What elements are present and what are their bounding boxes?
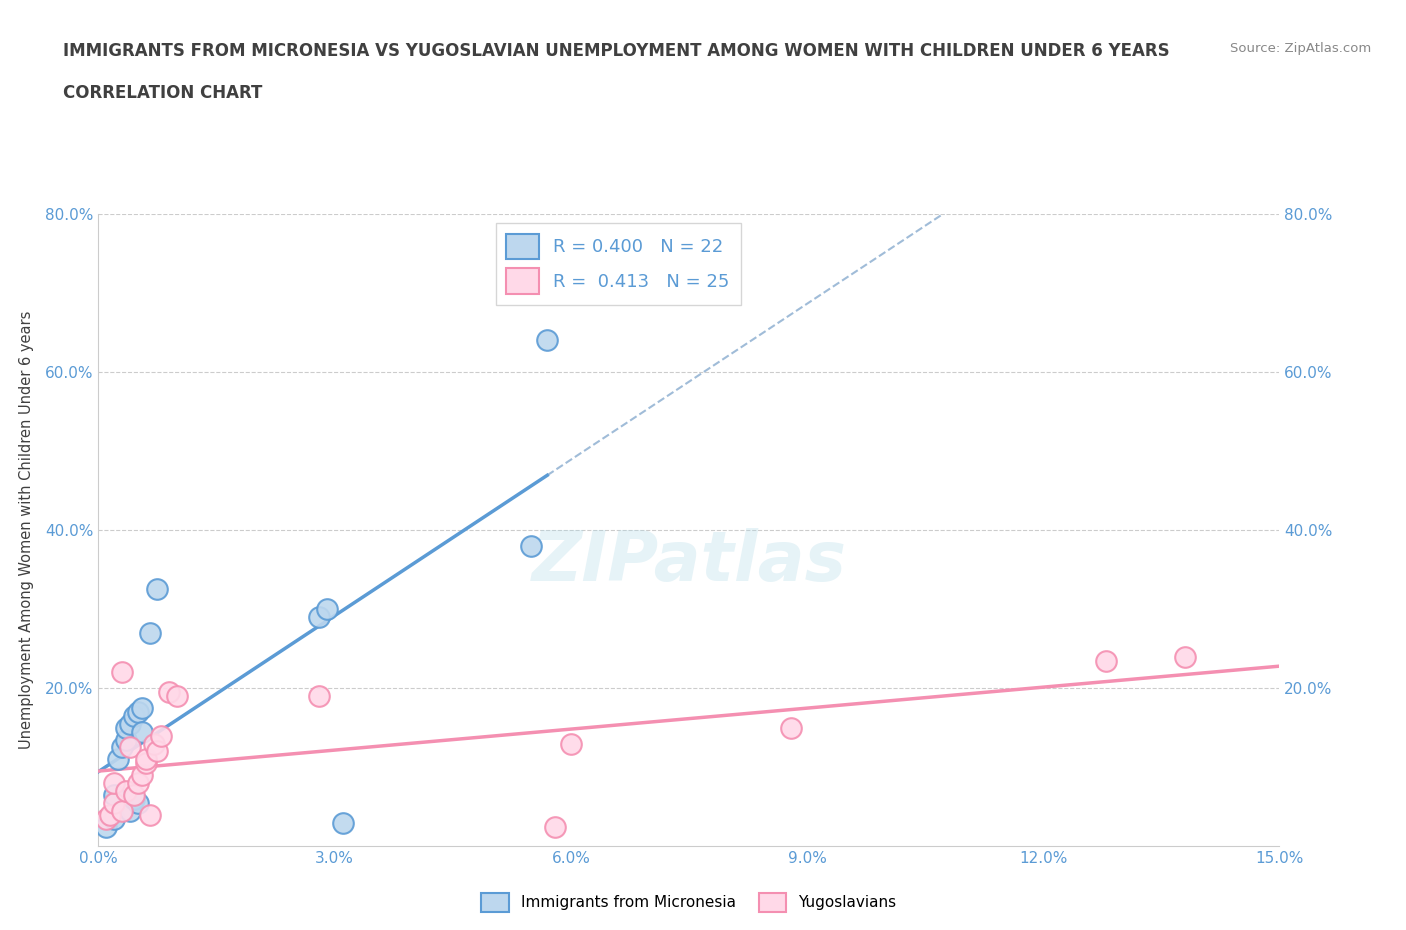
Legend: R = 0.400   N = 22, R =  0.413   N = 25: R = 0.400 N = 22, R = 0.413 N = 25 [495,223,741,305]
Point [127,705,149,720]
Point [157,684,180,699]
Point [308,610,330,625]
Point [107,751,129,766]
Point [536,333,558,348]
Point [122,709,145,724]
Point [115,732,138,747]
Point [135,756,157,771]
Point [118,804,141,818]
Point [103,776,125,790]
Point [146,744,169,759]
Point [115,720,138,735]
Point [131,724,153,739]
Point [118,740,141,755]
Point [115,783,138,798]
Point [103,811,125,826]
Point [1174,649,1197,664]
Point [122,788,145,803]
Point [135,751,157,766]
Point [308,688,330,704]
Point [127,776,149,790]
Point [560,737,582,751]
Point [146,582,169,597]
Legend: Immigrants from Micronesia, Yugoslavians: Immigrants from Micronesia, Yugoslavians [475,887,903,918]
Point [118,716,141,731]
Point [111,740,134,755]
Point [111,804,134,818]
Point [131,768,153,783]
Point [103,795,125,810]
Point [315,602,337,617]
Text: Source: ZipAtlas.com: Source: ZipAtlas.com [1230,42,1371,55]
Point [103,788,125,803]
Text: ZIPatlas: ZIPatlas [531,528,846,595]
Point [150,728,173,743]
Text: CORRELATION CHART: CORRELATION CHART [63,84,263,101]
Text: IMMIGRANTS FROM MICRONESIA VS YUGOSLAVIAN UNEMPLOYMENT AMONG WOMEN WITH CHILDREN: IMMIGRANTS FROM MICRONESIA VS YUGOSLAVIA… [63,42,1170,60]
Point [1095,653,1118,668]
Point [544,819,567,834]
Point [520,538,543,553]
Point [138,626,160,641]
Point [122,791,145,806]
Point [131,700,153,715]
Y-axis label: Unemployment Among Women with Children Under 6 years: Unemployment Among Women with Children U… [18,311,34,750]
Point [96,819,118,834]
Point [780,720,803,735]
Point [142,737,165,751]
Point [127,795,149,810]
Point [138,807,160,822]
Point [111,665,134,680]
Point [98,807,121,822]
Point [166,688,188,704]
Point [96,811,118,826]
Point [332,815,354,830]
